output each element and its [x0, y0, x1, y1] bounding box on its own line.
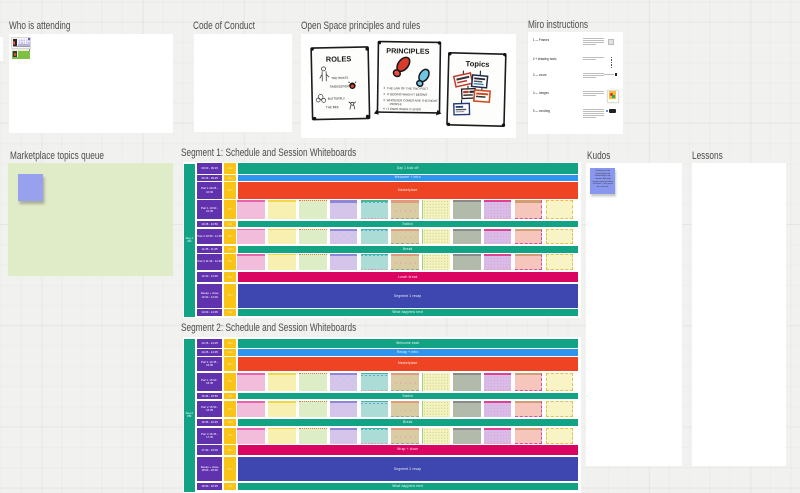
svg-text:THE HOSTS: THE HOSTS [331, 75, 348, 79]
svg-text:ROLES: ROLES [326, 54, 352, 64]
svg-text:TIMEKEEPER: TIMEKEEPER [329, 84, 349, 88]
svg-text:PRINCIPLES: PRINCIPLES [386, 46, 429, 56]
svg-text:WHOEVER COMES ARE THE RIGHT: WHOEVER COMES ARE THE RIGHT [387, 98, 438, 103]
svg-text:Topics: Topics [465, 59, 489, 69]
svg-text:IT BEGINS WHEN IT BEGINS: IT BEGINS WHEN IT BEGINS [387, 92, 427, 97]
svg-text:PEOPLE: PEOPLE [390, 102, 402, 106]
svg-text:BUTTERFLY: BUTTERFLY [328, 96, 345, 100]
svg-text:IT ENDS WHEN IT ENDS: IT ENDS WHEN IT ENDS [386, 106, 420, 110]
svg-text:THE BEE: THE BEE [326, 105, 339, 109]
svg-text:THE LAW OF THE TWO FEET: THE LAW OF THE TWO FEET [387, 86, 428, 91]
